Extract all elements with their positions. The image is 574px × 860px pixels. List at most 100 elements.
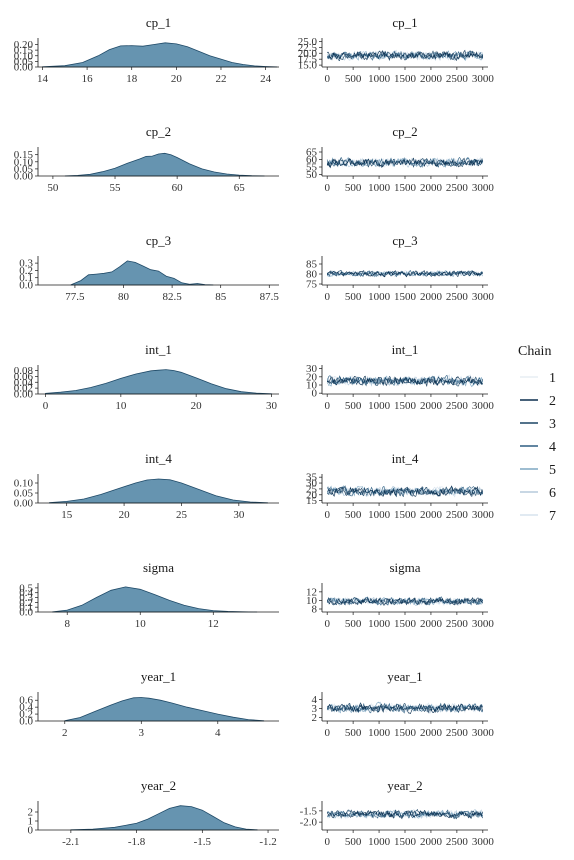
x-tick-label: 3000 <box>472 727 495 739</box>
density-panel-year_2: year_2 012 -2.1 -1.8 -1.5 -1.2 <box>28 778 279 848</box>
y-tick-label: 0.05 <box>14 488 34 500</box>
x-tick-label: 50 <box>47 182 59 194</box>
panel-title: int_1 <box>392 342 419 357</box>
y-tick-label: 25 <box>306 483 318 495</box>
x-tick-label: 25 <box>176 509 188 521</box>
x-tick-label: 0 <box>324 618 330 630</box>
x-tick-label: 3000 <box>472 73 495 85</box>
x-tick-label: 77.5 <box>65 291 85 303</box>
density-area <box>49 478 268 504</box>
y-tick-label: 50 <box>306 169 318 181</box>
panel-title: cp_3 <box>146 233 171 248</box>
x-tick-label: 2000 <box>420 509 443 521</box>
density-panel-int_1: int_1 0.000.020.040.060.08 0 10 20 30 <box>14 342 279 412</box>
density-area <box>52 586 258 613</box>
y-tick-label: 0.1 <box>19 602 33 614</box>
trace-panel-cp_1: cp_1 15.017.520.022.525.0 0 500 1000 1500 2000… <box>298 15 495 85</box>
panel-title: cp_3 <box>392 233 417 248</box>
y-tick-label: 0.05 <box>14 163 34 175</box>
x-tick-label: 1500 <box>394 727 417 739</box>
x-tick-label: 500 <box>345 618 362 630</box>
y-tick-label: 30 <box>306 478 318 490</box>
legend-label: 3 <box>549 417 556 432</box>
legend-label: 1 <box>549 371 556 386</box>
y-tick-label: 2 <box>312 712 318 724</box>
panel-title: cp_1 <box>392 15 417 30</box>
x-tick-label: 3000 <box>472 400 495 412</box>
x-tick-label: 8 <box>64 618 70 630</box>
y-tick-label: 0.0 <box>19 607 33 619</box>
y-tick-label: 0.1 <box>19 272 33 284</box>
y-tick-label: 10 <box>306 595 318 607</box>
x-tick-label: 2000 <box>420 400 443 412</box>
x-tick-label: 2500 <box>446 836 469 848</box>
trace-panel-year_2: year_2 -2.0-1.5 0 500 1000 1500 2000 2500 3000 <box>300 778 495 848</box>
panel-title: year_2 <box>141 778 176 793</box>
y-tick-label: 0.02 <box>14 383 33 395</box>
density-panel-int_4: int_4 0.000.050.10 15 20 25 30 <box>14 451 279 521</box>
x-tick-label: 1000 <box>368 400 391 412</box>
trace-line-chain-5 <box>327 375 484 388</box>
x-tick-label: 60 <box>172 182 184 194</box>
x-tick-label: -1.2 <box>259 836 276 848</box>
density-area <box>42 42 278 68</box>
trace-line-chain-3 <box>327 50 484 62</box>
x-tick-label: 2500 <box>446 509 469 521</box>
x-tick-label: 3000 <box>472 291 495 303</box>
y-tick-label: 22.5 <box>298 42 318 54</box>
x-tick-label: 16 <box>82 73 94 85</box>
panel-title: year_1 <box>387 669 422 684</box>
y-tick-label: 0.3 <box>19 258 33 270</box>
x-tick-label: 1000 <box>368 509 391 521</box>
x-tick-label: 82.5 <box>162 291 182 303</box>
y-tick-label: 20 <box>306 489 318 501</box>
y-tick-label: 0.04 <box>14 377 34 389</box>
panel-title: int_1 <box>145 342 172 357</box>
x-tick-label: 0 <box>324 727 330 739</box>
y-tick-label: 15 <box>306 495 318 507</box>
x-tick-label: 2 <box>62 727 68 739</box>
y-tick-label: 0.00 <box>14 498 34 510</box>
legend-label: 7 <box>549 509 556 524</box>
density-area <box>64 697 265 722</box>
x-tick-label: 2000 <box>420 182 443 194</box>
trace-line-chain-2 <box>326 810 484 820</box>
y-tick-label: 0.2 <box>19 709 33 721</box>
density-panel-cp_2: cp_2 0.000.050.100.15 50 55 60 65 <box>14 124 279 194</box>
x-tick-label: 2500 <box>446 291 469 303</box>
x-tick-label: 1500 <box>394 291 417 303</box>
x-tick-label: 0 <box>324 400 330 412</box>
y-tick-label: 80 <box>306 269 318 281</box>
x-tick-label: 12 <box>208 618 219 630</box>
trace-line-chain-3 <box>326 376 484 387</box>
x-tick-label: 18 <box>126 73 138 85</box>
y-tick-label: 0.00 <box>14 389 34 401</box>
density-area <box>64 152 265 177</box>
panel-title: sigma <box>389 560 420 575</box>
legend-title: Chain <box>518 344 551 359</box>
x-tick-label: 2000 <box>420 836 443 848</box>
x-tick-label: 1500 <box>394 836 417 848</box>
legend-label: 6 <box>549 486 556 501</box>
x-tick-label: 500 <box>345 73 362 85</box>
x-tick-label: 2500 <box>446 400 469 412</box>
y-tick-label: -1.5 <box>300 805 318 817</box>
x-tick-label: 2000 <box>420 291 443 303</box>
x-tick-label: 2500 <box>446 182 469 194</box>
x-tick-label: 10 <box>115 400 127 412</box>
trace-line-chain-2 <box>326 157 483 169</box>
y-tick-label: 0.4 <box>19 702 33 714</box>
x-tick-label: 0 <box>324 836 330 848</box>
trace-line-chain-2 <box>326 703 484 715</box>
x-tick-label: 20 <box>171 73 183 85</box>
panel-title: cp_2 <box>392 124 417 139</box>
x-tick-label: 1500 <box>394 73 417 85</box>
panel-title: sigma <box>143 560 174 575</box>
panel-title: int_4 <box>145 451 172 466</box>
x-tick-label: 87.5 <box>260 291 280 303</box>
y-tick-label: 0.06 <box>14 371 34 383</box>
